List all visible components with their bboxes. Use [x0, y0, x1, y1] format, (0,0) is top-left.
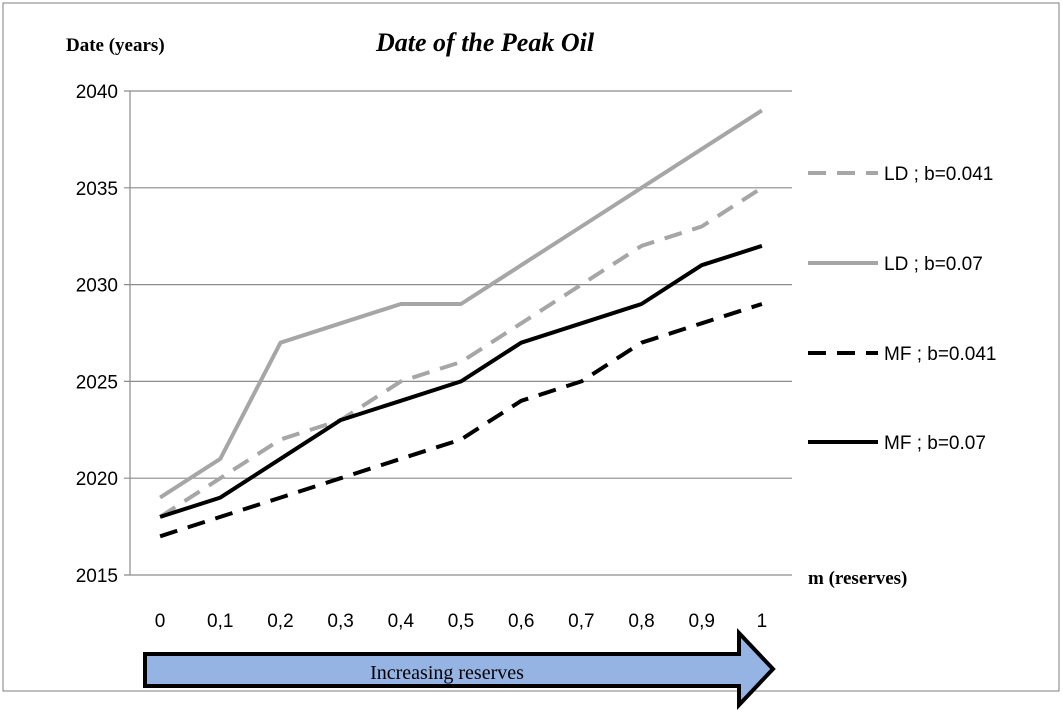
x-axis-title: m (reserves): [808, 568, 907, 589]
x-tick-label: 0,2: [267, 611, 293, 632]
legend-label: MF ; b=0.041: [884, 344, 996, 365]
series-line: [159, 186, 763, 519]
chart-border: [2, 2, 1060, 692]
x-axis-ticks: 0 0,1 0,2 0,3 0,4 0,5 0,6 0,7 0,8 0,9 1: [155, 611, 767, 632]
x-tick-label: 0,1: [207, 611, 233, 632]
x-tick-label: 0: [155, 611, 166, 632]
x-tick-label: 0,7: [568, 611, 594, 632]
increasing-reserves-arrow: Increasing reserves: [143, 627, 776, 711]
y-tick-label: 2020: [76, 469, 118, 490]
y-tick-label: 2035: [76, 179, 118, 200]
y-tick-label: 2040: [76, 82, 118, 103]
arrow-label: Increasing reserves: [370, 662, 524, 684]
x-tick-label: 0,9: [689, 611, 715, 632]
y-tick-label: 2025: [76, 372, 118, 393]
y-axis-title: Date (years): [66, 35, 165, 56]
chart-title: Date of the Peak Oil: [375, 28, 595, 57]
gridlines: [124, 90, 792, 576]
x-tick-label: 0,6: [508, 611, 534, 632]
x-tick-label: 0,8: [628, 611, 654, 632]
legend: LD ; b=0.041 LD ; b=0.07 MF ; b=0.041 MF ; …: [808, 164, 996, 454]
legend-label: MF ; b=0.07: [884, 433, 986, 454]
series-line: [159, 243, 763, 519]
arrow-shape: [143, 627, 776, 711]
legend-label: LD ; b=0.041: [884, 164, 993, 185]
y-tick-label: 2015: [76, 566, 118, 587]
series-lines: [159, 108, 763, 539]
y-tick-label: 2030: [76, 276, 118, 297]
x-tick-label: 0,4: [388, 611, 415, 632]
x-tick-label: 1: [757, 611, 768, 632]
y-axis-ticks: 2015 2020 2025 2030 2035 2040: [76, 82, 118, 587]
x-tick-label: 0,5: [448, 611, 474, 632]
x-tick-label: 0,3: [327, 611, 353, 632]
series-line: [159, 108, 763, 500]
legend-label: LD ; b=0.07: [884, 254, 983, 275]
